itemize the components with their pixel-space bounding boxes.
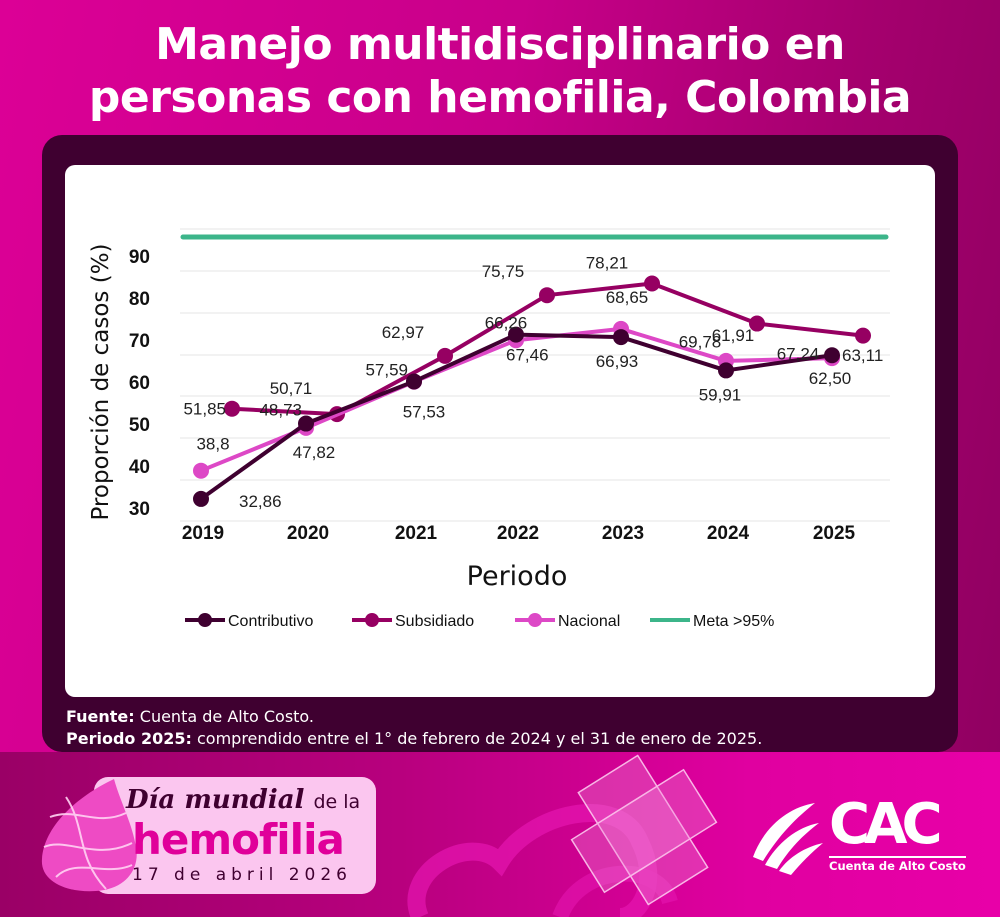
y-tick-label: 60	[129, 373, 150, 394]
data-label: 57,59	[365, 360, 408, 379]
x-tick-label: 2021	[395, 523, 438, 544]
data-point-contributivo	[298, 415, 314, 432]
badge-title-small: de la	[313, 791, 361, 813]
badge-title-main: Día mundial	[126, 785, 305, 815]
data-label: 75,75	[482, 262, 525, 281]
data-point-contributivo	[508, 326, 524, 343]
chart-card	[65, 165, 935, 697]
legend-item: Contributivo	[185, 613, 313, 630]
data-label: 66,26	[485, 313, 528, 332]
data-point-contributivo	[193, 490, 209, 507]
data-label: 62,50	[809, 369, 852, 388]
gridlines	[180, 228, 890, 522]
page-title: Manejo multidisciplinario en personas co…	[0, 18, 1000, 124]
cac-logo: CAC Cuenta de Alto Costo	[745, 792, 966, 875]
cac-logo-subtitle: Cuenta de Alto Costo	[829, 856, 966, 873]
world-hemophilia-day-badge: Día mundial de la hemofilia 17 de abril …	[36, 777, 376, 894]
legend-label: Nacional	[558, 613, 620, 630]
title-line-1: Manejo multidisciplinario en	[155, 19, 845, 70]
data-label: 63,11	[842, 346, 883, 365]
data-point-contributivo	[406, 373, 422, 390]
x-tick-label: 2023	[602, 523, 644, 544]
badge-date: 17 de abril 2026	[132, 865, 353, 885]
data-label: 69,78	[679, 333, 722, 352]
x-axis-title: Periodo	[467, 561, 568, 592]
data-label: 51,85	[183, 400, 226, 419]
data-label: 66,93	[596, 352, 639, 371]
data-point-subsidiado	[437, 347, 453, 364]
legend-swatch-marker	[198, 613, 212, 627]
legend-label: Subsidiado	[395, 613, 474, 630]
data-point-subsidiado	[224, 400, 240, 417]
data-label: 67,24	[777, 345, 820, 364]
x-tick-label: 2024	[707, 523, 750, 544]
data-point-subsidiado	[644, 275, 660, 292]
legend-item: Meta >95%	[650, 613, 774, 630]
y-tick-label: 80	[129, 289, 150, 310]
title-line-2: personas con hemofilia, Colombia	[88, 72, 912, 123]
data-label: 48,73	[259, 401, 302, 420]
blood-drop-icon	[41, 779, 137, 892]
data-point-contributivo	[824, 347, 840, 364]
source-text: Cuenta de Alto Costo.	[139, 707, 315, 726]
period-note: Periodo 2025: comprendido entre el 1° de…	[66, 728, 762, 750]
decorative-heart-bandage	[407, 754, 718, 917]
legend: Contributivo Subsidiado Nacional Meta >95%	[185, 613, 774, 630]
legend-swatch-marker	[528, 613, 542, 627]
badge-hemofilia: hemofilia	[132, 815, 345, 864]
data-label: 59,91	[699, 385, 742, 404]
legend-label: Meta >95%	[693, 613, 774, 630]
y-axis-title: Proporción de casos (%)	[88, 243, 114, 520]
data-label: 62,97	[382, 323, 425, 342]
chart-footer: Fuente: Cuenta de Alto Costo. Periodo 20…	[66, 706, 762, 750]
series-lines	[193, 275, 871, 507]
y-tick-label: 70	[129, 331, 150, 352]
loop-decoration	[552, 865, 678, 917]
data-label: 68,65	[606, 288, 649, 307]
data-point-contributivo	[718, 362, 734, 379]
data-point-subsidiado	[539, 287, 555, 304]
data-point-subsidiado	[855, 327, 871, 344]
x-tick-label: 2019	[182, 523, 224, 544]
badge-title: Día mundial de la	[126, 785, 360, 815]
data-point-subsidiado	[749, 315, 765, 332]
source-note: Fuente: Cuenta de Alto Costo.	[66, 706, 762, 728]
badge-box	[94, 777, 376, 894]
y-tick-label: 40	[129, 457, 150, 478]
legend-item: Nacional	[515, 613, 620, 630]
data-label: 57,53	[403, 403, 446, 422]
cac-logo-swoosh-icon	[753, 803, 823, 875]
data-label: 50,71	[270, 379, 313, 398]
x-tick-label: 2025	[813, 523, 856, 544]
data-label: 32,86	[239, 492, 282, 511]
x-tick-label: 2020	[287, 523, 329, 544]
data-label: 38,8	[196, 435, 229, 454]
period-text: comprendido entre el 1° de febrero de 20…	[196, 729, 763, 748]
data-label: 47,82	[293, 443, 336, 462]
period-label: Periodo 2025:	[66, 729, 192, 748]
data-label: 67,46	[506, 346, 549, 365]
data-point-contributivo	[613, 329, 629, 346]
cac-logo-text: CAC	[829, 792, 943, 857]
data-labels: 51,85 50,71 62,97 75,75 78,21 69,78 67,24 38,8 4…	[183, 254, 883, 511]
x-tick-label: 2022	[497, 523, 539, 544]
y-axis-tick-labels: 30 40 50 60 70 80 90	[129, 247, 150, 520]
y-tick-label: 90	[129, 247, 150, 268]
legend-label: Contributivo	[228, 613, 313, 630]
data-point-nacional	[193, 462, 209, 479]
data-label: 61,91	[712, 326, 755, 345]
bandage-icon	[570, 754, 718, 906]
data-label: 78,21	[586, 254, 629, 273]
source-label: Fuente:	[66, 707, 135, 726]
x-axis-tick-labels: 2019 2020 2021 2022 2023 2024 2025	[182, 523, 856, 544]
y-tick-label: 50	[129, 415, 150, 436]
legend-item: Subsidiado	[352, 613, 474, 630]
y-tick-label: 30	[129, 499, 150, 520]
legend-swatch-marker	[365, 613, 379, 627]
